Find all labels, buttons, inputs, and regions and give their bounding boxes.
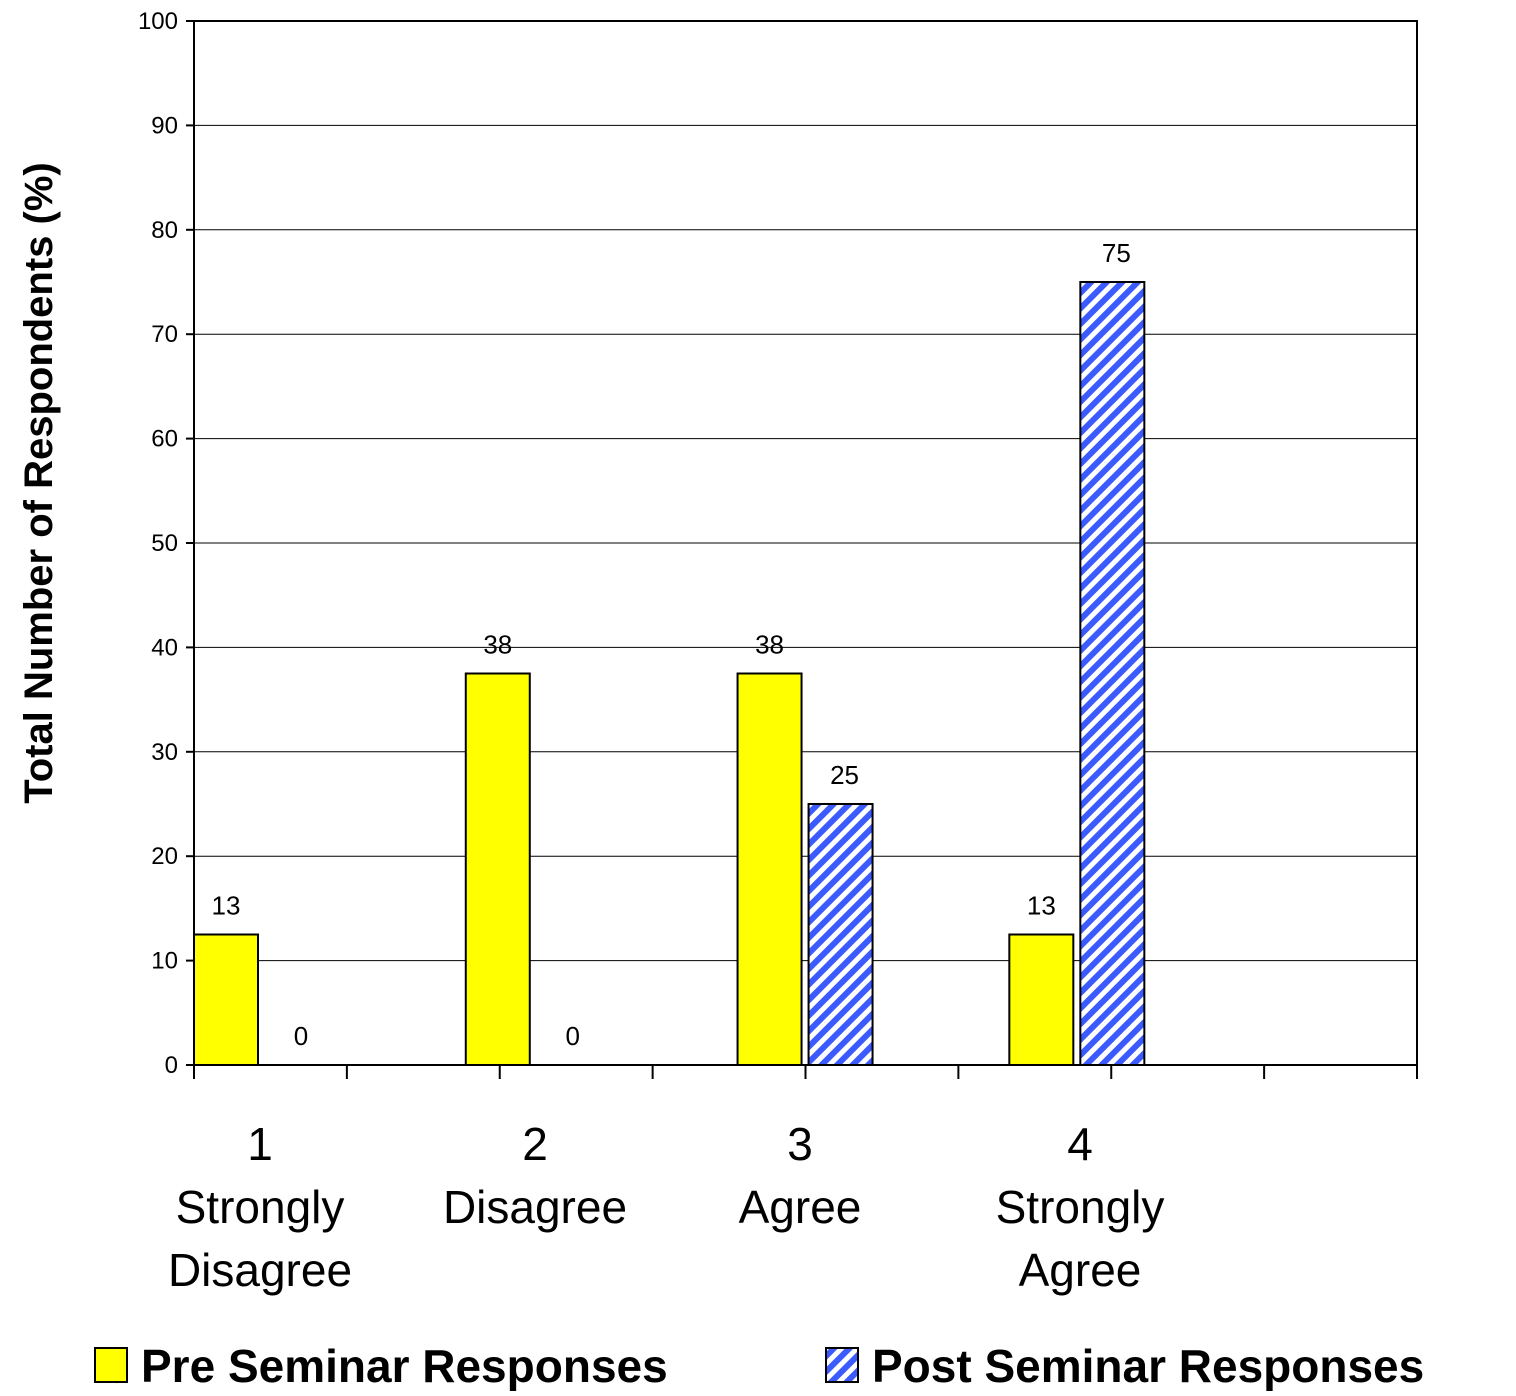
x-category-label: 3 Agree [739, 1118, 862, 1233]
bar-pre-1 [193, 933, 259, 1066]
legend-label-pre: Pre Seminar Responses [141, 1340, 668, 1391]
x-category-label: 2 Disagree [443, 1118, 627, 1233]
data-label: 75 [1102, 238, 1131, 268]
y-tick-label: 70 [151, 321, 178, 348]
y-tick-label: 10 [151, 948, 178, 975]
y-tick-label: 50 [151, 530, 178, 557]
data-label: 13 [1027, 891, 1056, 921]
legend-label-post: Post Seminar Responses [872, 1340, 1424, 1391]
data-label: 38 [483, 630, 512, 660]
legend-swatch-post [825, 1347, 859, 1383]
y-tick-label: 40 [151, 634, 178, 661]
bar-post-4 [1079, 281, 1146, 1066]
y-axis-label: Total Number of Respondents (%) [17, 162, 61, 803]
bar-pre-2 [464, 672, 531, 1066]
y-tick-label: 20 [151, 843, 178, 870]
x-category-label: 4 Strongly Agree [996, 1118, 1165, 1296]
y-tick-label: 0 [165, 1052, 178, 1079]
data-label: 0 [566, 1021, 580, 1051]
data-label: 38 [755, 630, 784, 660]
y-tick-label: 30 [151, 739, 178, 766]
bar-pre-3 [736, 672, 803, 1066]
data-label: 25 [830, 760, 859, 790]
y-tick-label: 60 [151, 426, 178, 453]
y-tick-label: 80 [151, 217, 178, 244]
y-tick-label: 100 [138, 8, 178, 35]
data-label: 13 [212, 891, 241, 921]
legend-swatch-pre [94, 1347, 128, 1383]
bar-post-3 [807, 803, 874, 1066]
bar-pre-4 [1008, 933, 1075, 1066]
y-tick-label: 90 [151, 112, 178, 139]
x-category-label: 1 Strongly Disagree [168, 1118, 352, 1296]
data-label: 0 [294, 1021, 308, 1051]
